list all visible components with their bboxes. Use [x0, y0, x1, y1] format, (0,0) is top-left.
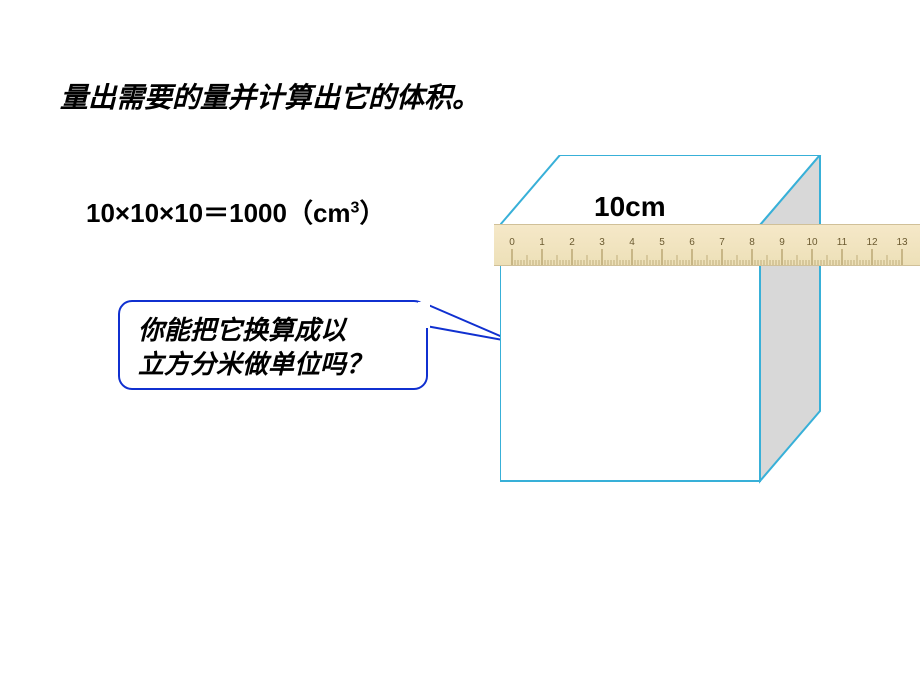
- svg-text:13: 13: [896, 237, 908, 248]
- svg-text:6: 6: [689, 237, 695, 248]
- ruler-ticks: 012345678910111213: [494, 225, 920, 265]
- svg-text:8: 8: [749, 237, 755, 248]
- equation-main: 10×10×10＝1000（cm: [86, 198, 351, 228]
- svg-text:2: 2: [569, 237, 575, 248]
- cube-diagram: 10cm: [500, 155, 870, 495]
- svg-text:7: 7: [719, 237, 725, 248]
- svg-text:12: 12: [866, 237, 878, 248]
- question-callout: 你能把它换算成以 立方分米做单位吗？: [118, 300, 428, 390]
- svg-text:1: 1: [539, 237, 545, 248]
- equation-close: ）: [359, 198, 385, 228]
- cube-dimension-label: 10cm: [594, 191, 666, 223]
- ruler: 012345678910111213: [494, 224, 920, 266]
- callout-line-2: 立方分米做单位吗？: [138, 348, 408, 382]
- svg-text:4: 4: [629, 237, 635, 248]
- cube-svg: [500, 155, 870, 495]
- volume-equation: 10×10×10＝1000（cm3）: [86, 193, 385, 230]
- svg-text:11: 11: [837, 237, 848, 248]
- svg-text:3: 3: [599, 237, 605, 248]
- svg-text:10: 10: [806, 237, 818, 248]
- svg-text:9: 9: [779, 237, 785, 248]
- instruction-title: 量出需要的量并计算出它的体积。: [60, 76, 480, 116]
- callout-line-1: 你能把它换算成以: [138, 314, 408, 348]
- svg-text:0: 0: [509, 237, 515, 248]
- svg-text:5: 5: [659, 237, 665, 248]
